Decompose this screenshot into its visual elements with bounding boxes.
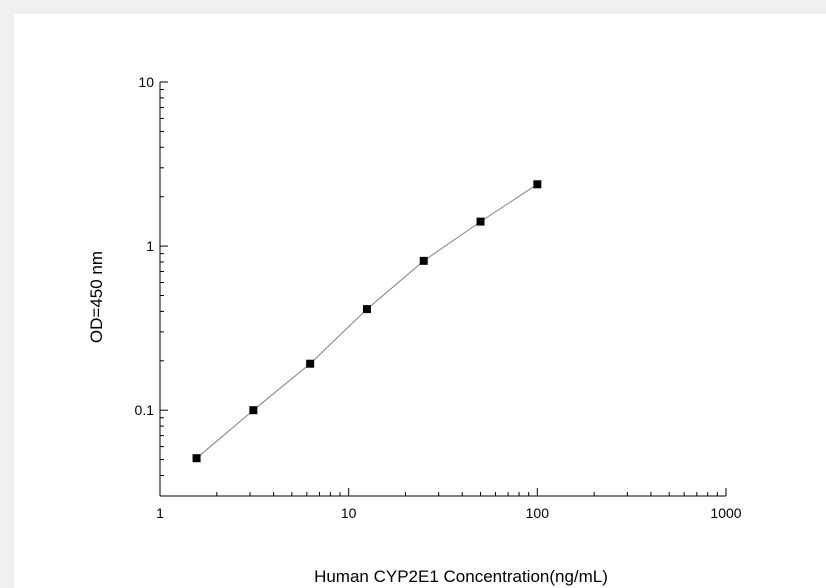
data-point <box>476 217 485 226</box>
data-point <box>362 305 371 314</box>
axes: 1 10 100 1000 0.1 1 10 <box>135 74 742 521</box>
y-axis-title: OD=450 nm <box>87 251 106 343</box>
y-tick-label: 0.1 <box>135 402 155 418</box>
chart-frame: 1 10 100 1000 0.1 1 10 Human CYP2E1 Concentrat… <box>14 14 826 588</box>
data-point <box>533 180 542 189</box>
y-tick-label: 1 <box>146 238 154 254</box>
data-point <box>306 359 315 368</box>
y-tick-label: 10 <box>138 74 154 90</box>
data-series <box>192 180 542 463</box>
x-axis-title: Human CYP2E1 Concentration(ng/mL) <box>314 567 608 586</box>
x-tick-label: 10 <box>341 505 357 521</box>
chart: 1 10 100 1000 0.1 1 10 Human CYP2E1 Concentrat… <box>87 74 742 586</box>
x-tick-label: 1000 <box>710 505 741 521</box>
x-tick-label: 1 <box>156 505 164 521</box>
data-point <box>419 256 428 265</box>
data-point <box>249 406 258 415</box>
series-line <box>196 183 538 459</box>
x-tick-label: 100 <box>526 505 550 521</box>
data-point <box>192 454 201 463</box>
